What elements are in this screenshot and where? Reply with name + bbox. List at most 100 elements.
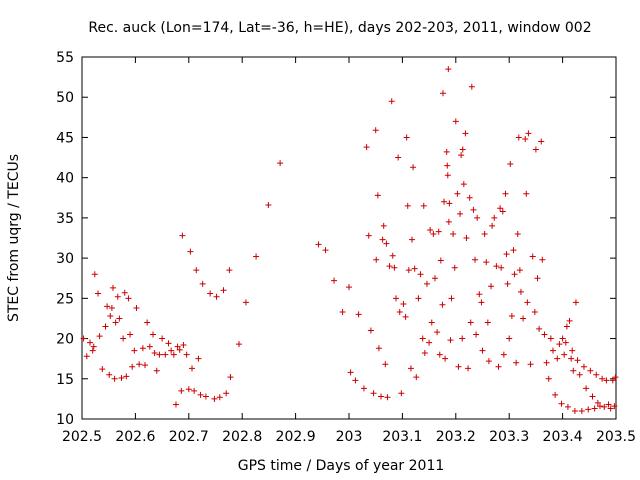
data-point [473, 331, 480, 338]
data-point [457, 210, 464, 217]
data-point [460, 181, 467, 188]
data-point [220, 287, 227, 294]
data-point [153, 367, 160, 374]
data-point [450, 230, 457, 237]
data-point [380, 222, 387, 229]
data-point [479, 347, 486, 354]
data-point [523, 190, 530, 197]
data-point [176, 346, 183, 353]
data-point [439, 301, 446, 308]
data-point [466, 194, 473, 201]
data-point [104, 303, 111, 310]
data-points [80, 66, 619, 414]
data-point [413, 374, 420, 381]
data-point [127, 331, 134, 338]
data-point [265, 202, 272, 209]
data-point [150, 331, 157, 338]
data-point [102, 323, 109, 330]
data-point [373, 256, 380, 263]
data-point [500, 351, 507, 358]
data-point [235, 341, 242, 348]
data-point [159, 335, 166, 342]
data-point [227, 374, 234, 381]
data-point [463, 235, 470, 241]
data-point [454, 190, 461, 197]
data-point [561, 351, 568, 358]
y-axis: 10 15 20 25 30 35 40 45 50 55 [56, 50, 616, 428]
data-point [165, 340, 172, 347]
data-point [187, 248, 194, 255]
data-point [427, 226, 434, 233]
data-point [485, 358, 492, 365]
data-point [596, 403, 603, 410]
data-point [572, 299, 579, 306]
data-point [493, 263, 500, 270]
data-point [207, 290, 214, 297]
data-point [445, 218, 452, 225]
data-point [384, 394, 391, 401]
data-point [583, 385, 590, 392]
data-point [136, 361, 143, 368]
data-point [423, 280, 430, 287]
data-point [441, 198, 448, 205]
data-point [409, 236, 416, 243]
data-point [445, 66, 452, 73]
data-point [524, 299, 531, 306]
data-point [442, 355, 449, 362]
data-point [374, 192, 381, 199]
chart-title: Rec. auck (Lon=174, Lat=-36, h=HE), days… [88, 20, 591, 36]
data-point [174, 343, 181, 350]
data-point [576, 371, 583, 378]
data-point [426, 339, 433, 346]
data-point [195, 355, 202, 362]
data-point [111, 375, 118, 382]
data-point [549, 347, 556, 354]
data-point [144, 319, 151, 326]
data-point [352, 377, 359, 384]
data-point [370, 390, 377, 397]
data-point [395, 154, 402, 161]
data-point [331, 277, 338, 284]
x-axis: 202.5 202.6 202.7 202.8 202.9 203 203.1 203.2 20… [62, 57, 636, 445]
data-point [506, 335, 513, 342]
data-point [178, 387, 185, 394]
data-point [131, 347, 138, 354]
data-point [448, 295, 455, 302]
data-point [223, 390, 230, 397]
data-point [419, 335, 426, 342]
y-tick-label: 40 [56, 171, 74, 187]
data-point [211, 395, 218, 402]
data-point [90, 343, 97, 350]
data-point [434, 329, 441, 336]
data-point [599, 375, 606, 382]
data-point [587, 367, 594, 374]
data-point [404, 202, 411, 209]
x-tick-label: 203 [336, 429, 363, 445]
data-point [407, 365, 414, 372]
data-point [570, 367, 577, 374]
data-point [488, 283, 495, 290]
data-point [594, 399, 601, 406]
data-point [569, 347, 576, 354]
data-point [564, 403, 571, 410]
data-point [611, 403, 618, 410]
data-point [489, 222, 496, 229]
data-point [193, 267, 200, 274]
data-point [459, 146, 466, 153]
data-point [478, 299, 485, 306]
data-point [277, 160, 284, 167]
data-point [106, 371, 113, 378]
data-point [367, 327, 374, 334]
data-point [107, 313, 114, 320]
data-point [415, 295, 422, 302]
data-point [511, 271, 518, 278]
data-point [386, 263, 393, 270]
data-point [483, 259, 490, 266]
data-point [566, 317, 573, 324]
data-point [531, 309, 538, 316]
data-point [420, 202, 427, 209]
data-point [605, 401, 612, 408]
data-point [365, 232, 372, 239]
data-point [538, 138, 545, 145]
data-point [199, 280, 206, 287]
